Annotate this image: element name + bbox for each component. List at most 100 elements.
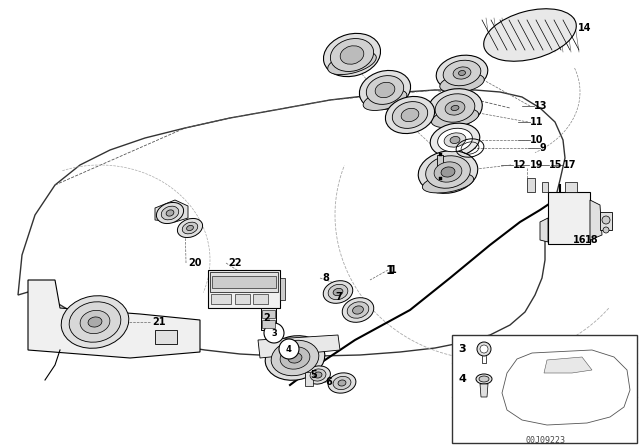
Bar xyxy=(439,153,442,156)
Ellipse shape xyxy=(280,347,310,369)
Text: 15: 15 xyxy=(549,160,563,170)
Ellipse shape xyxy=(401,108,419,122)
Bar xyxy=(527,178,535,192)
Polygon shape xyxy=(542,182,548,192)
Circle shape xyxy=(602,216,610,224)
Text: 8: 8 xyxy=(322,273,329,283)
Text: 18: 18 xyxy=(585,235,598,245)
Ellipse shape xyxy=(441,167,455,177)
Polygon shape xyxy=(280,278,285,300)
Ellipse shape xyxy=(431,108,479,128)
Bar xyxy=(261,308,276,330)
Ellipse shape xyxy=(271,340,319,376)
Ellipse shape xyxy=(330,39,374,72)
Text: 10: 10 xyxy=(530,135,543,145)
Ellipse shape xyxy=(430,123,480,157)
Ellipse shape xyxy=(166,210,174,216)
Text: 00J09223: 00J09223 xyxy=(525,435,565,444)
Polygon shape xyxy=(480,384,488,397)
Ellipse shape xyxy=(182,222,198,234)
Text: 1: 1 xyxy=(386,263,394,276)
Bar xyxy=(262,310,275,318)
Ellipse shape xyxy=(428,89,483,127)
Polygon shape xyxy=(502,350,630,425)
Bar xyxy=(452,335,637,443)
Text: 4: 4 xyxy=(458,374,466,384)
Ellipse shape xyxy=(69,302,121,342)
Ellipse shape xyxy=(435,94,475,122)
Ellipse shape xyxy=(314,372,322,378)
Ellipse shape xyxy=(476,374,492,384)
Ellipse shape xyxy=(426,156,470,188)
Text: 3: 3 xyxy=(271,328,277,337)
Ellipse shape xyxy=(458,70,465,76)
Text: 19: 19 xyxy=(530,160,543,170)
Text: 14: 14 xyxy=(578,23,591,33)
Ellipse shape xyxy=(418,151,478,194)
Polygon shape xyxy=(155,200,188,222)
Ellipse shape xyxy=(436,55,488,91)
Ellipse shape xyxy=(360,70,411,110)
Bar xyxy=(439,177,442,180)
Ellipse shape xyxy=(323,281,353,303)
Ellipse shape xyxy=(333,376,351,390)
Text: 20: 20 xyxy=(188,258,202,268)
Circle shape xyxy=(480,345,488,353)
Bar xyxy=(211,294,231,304)
Bar xyxy=(437,155,443,177)
Ellipse shape xyxy=(453,67,471,79)
Text: 22: 22 xyxy=(228,258,241,268)
Text: 7: 7 xyxy=(335,292,342,302)
Polygon shape xyxy=(18,90,565,356)
Ellipse shape xyxy=(392,102,428,129)
Ellipse shape xyxy=(61,296,129,348)
Bar xyxy=(548,192,590,244)
Ellipse shape xyxy=(445,101,465,115)
Bar xyxy=(253,294,268,304)
Ellipse shape xyxy=(342,297,374,322)
Text: 11: 11 xyxy=(530,117,543,127)
Ellipse shape xyxy=(323,33,381,77)
Ellipse shape xyxy=(156,202,184,224)
Ellipse shape xyxy=(305,366,330,384)
Text: 1: 1 xyxy=(390,265,397,275)
Ellipse shape xyxy=(328,373,356,393)
Ellipse shape xyxy=(363,90,407,111)
Ellipse shape xyxy=(333,289,343,296)
Ellipse shape xyxy=(347,302,369,318)
Ellipse shape xyxy=(479,376,489,382)
Ellipse shape xyxy=(265,336,324,380)
Ellipse shape xyxy=(422,173,474,193)
Ellipse shape xyxy=(310,369,326,381)
Circle shape xyxy=(477,342,491,356)
Bar xyxy=(235,294,250,304)
Ellipse shape xyxy=(451,105,459,111)
Text: 21: 21 xyxy=(152,317,166,327)
Text: 13: 13 xyxy=(534,101,547,111)
Polygon shape xyxy=(28,280,200,358)
Bar xyxy=(262,320,275,328)
Ellipse shape xyxy=(177,219,203,237)
Ellipse shape xyxy=(434,162,462,182)
Ellipse shape xyxy=(187,225,193,231)
Ellipse shape xyxy=(375,82,395,98)
Text: 2: 2 xyxy=(263,313,269,323)
Text: 16: 16 xyxy=(573,235,586,245)
Text: 9: 9 xyxy=(540,143,547,153)
Ellipse shape xyxy=(88,317,102,327)
Circle shape xyxy=(279,339,299,359)
Circle shape xyxy=(264,323,284,343)
Polygon shape xyxy=(590,200,602,240)
Ellipse shape xyxy=(353,306,364,314)
Bar xyxy=(210,272,278,292)
Bar xyxy=(212,276,276,288)
Ellipse shape xyxy=(444,133,466,147)
Ellipse shape xyxy=(328,284,348,300)
Ellipse shape xyxy=(438,128,472,152)
Ellipse shape xyxy=(161,206,179,220)
Ellipse shape xyxy=(450,137,460,143)
Polygon shape xyxy=(540,218,548,242)
Polygon shape xyxy=(258,335,340,358)
Polygon shape xyxy=(544,357,592,373)
Ellipse shape xyxy=(328,52,376,75)
